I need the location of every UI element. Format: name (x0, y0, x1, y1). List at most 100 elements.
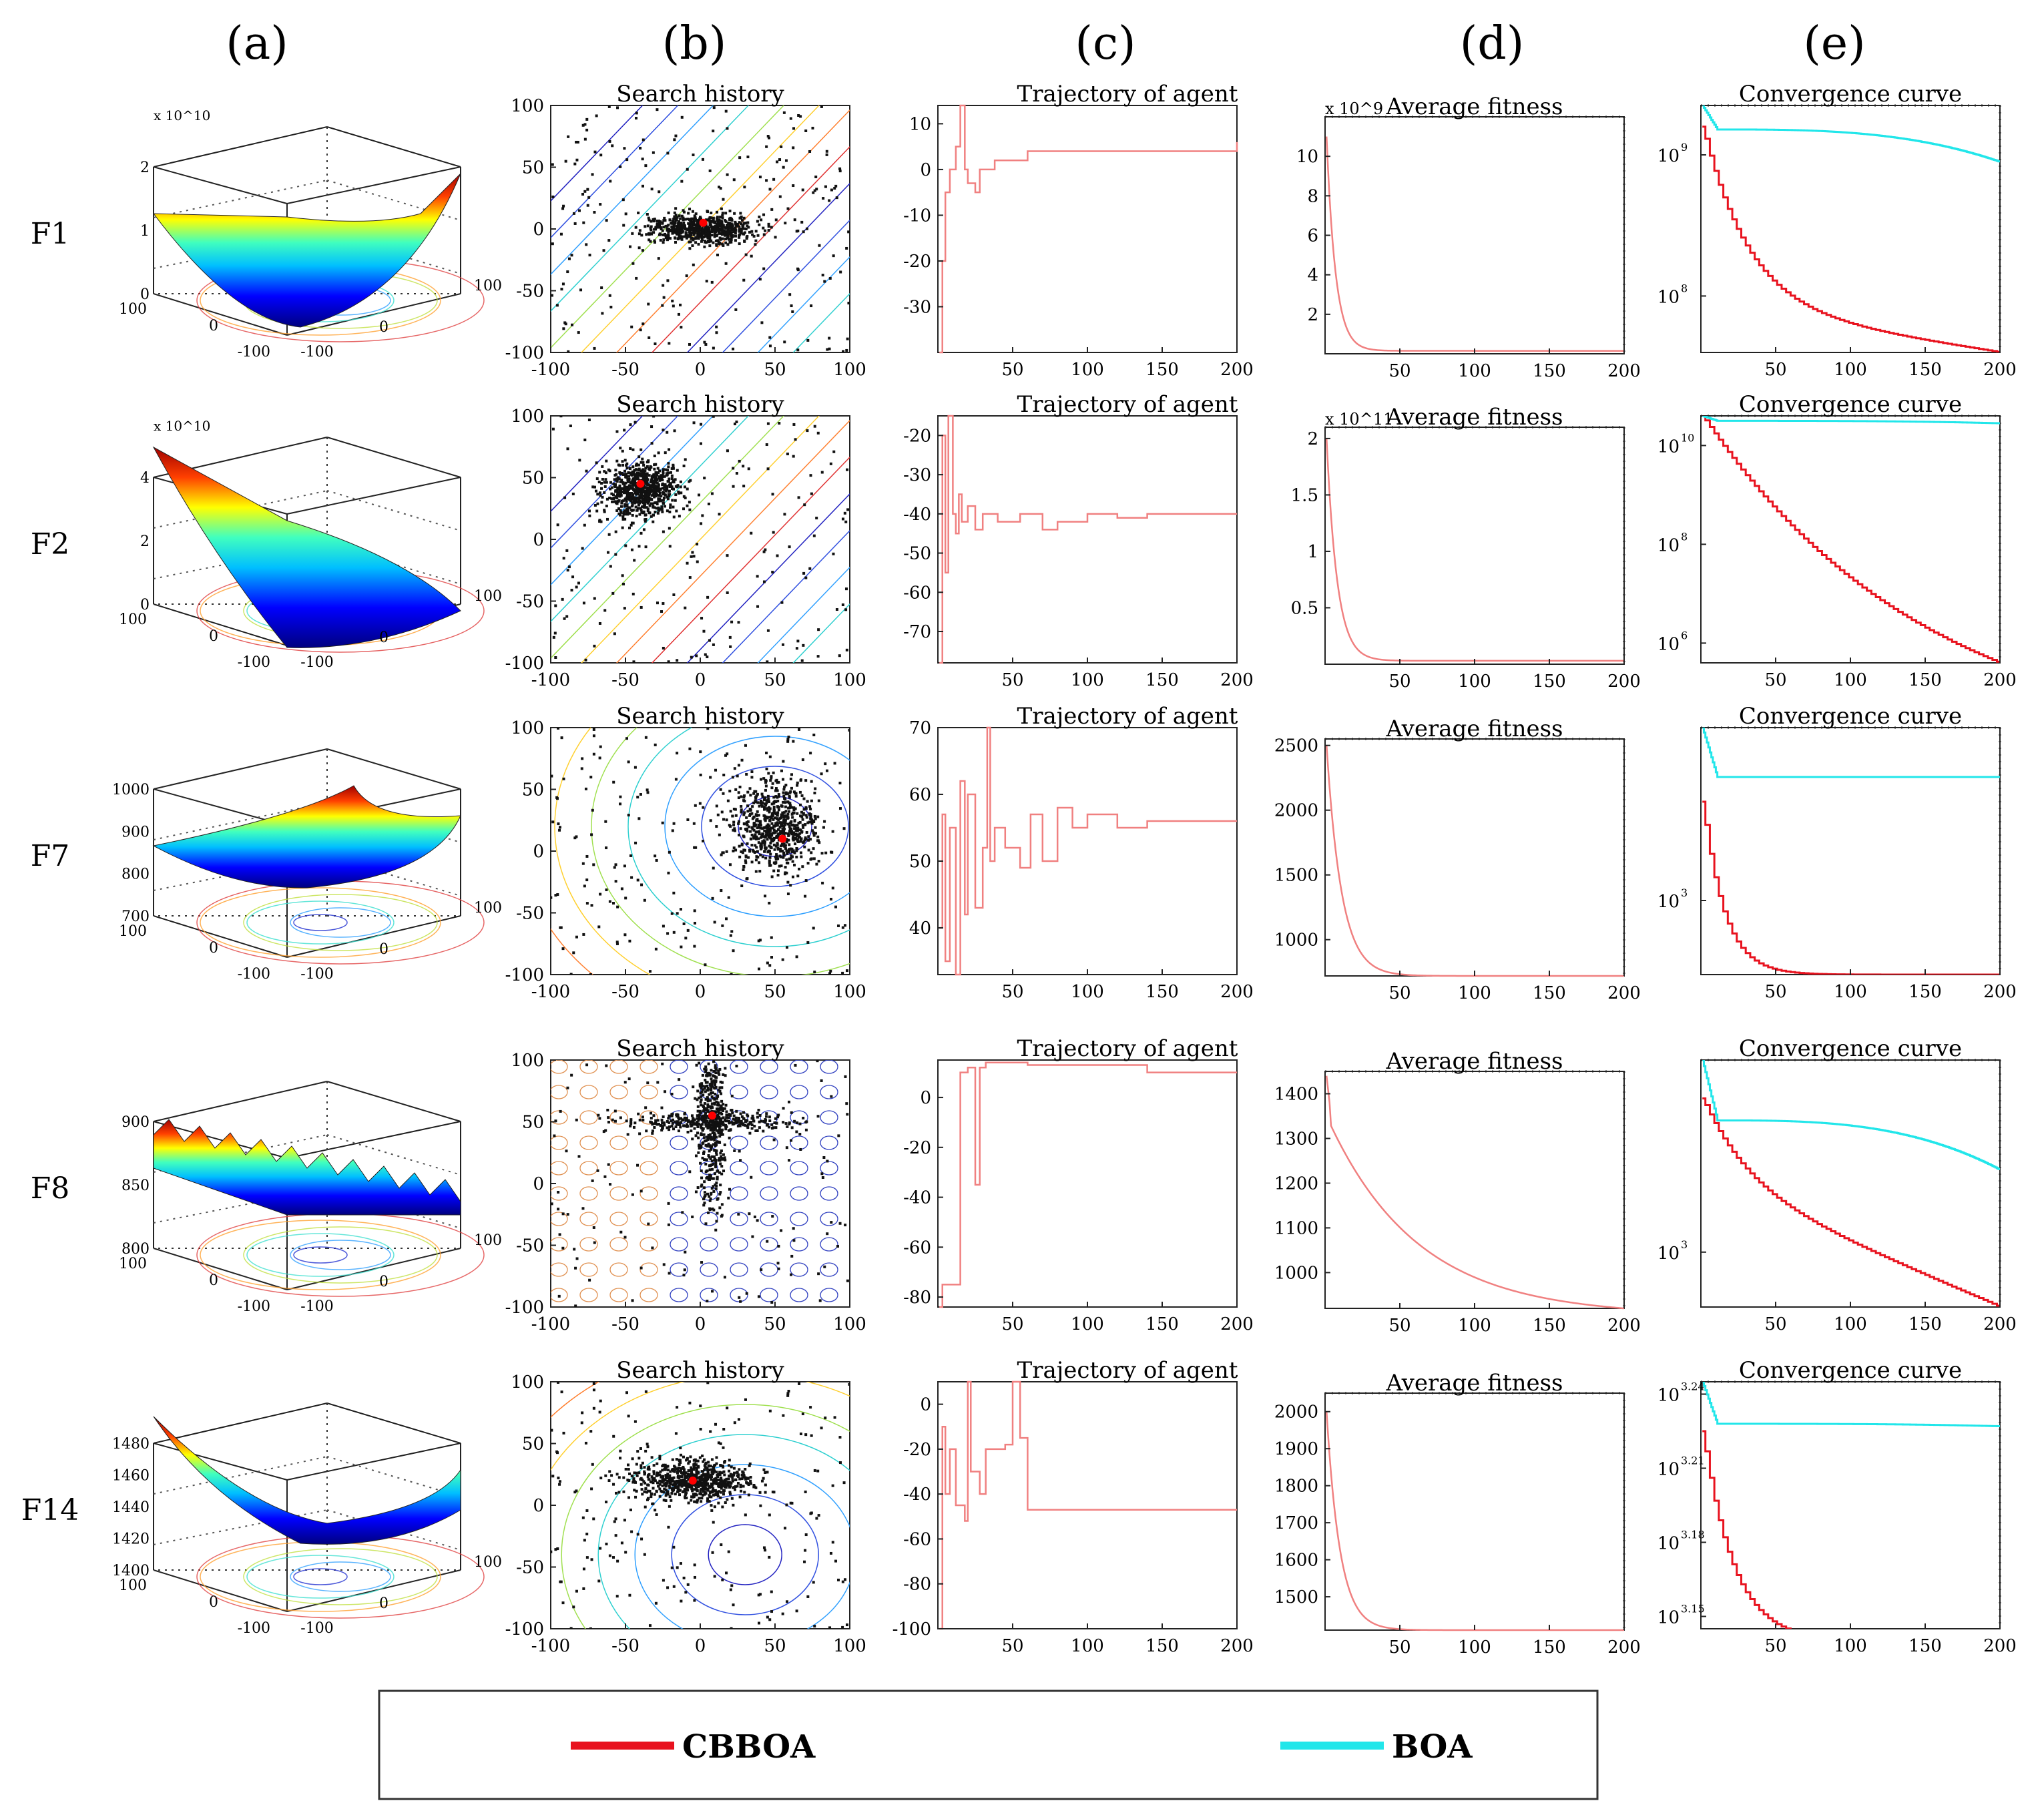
search-history-0-xtick: 100 (833, 360, 866, 380)
average-fitness-0-line (1325, 136, 1624, 352)
average-fitness-1-ytick: 1 (1307, 542, 1318, 562)
search-history-2-xtick: 50 (764, 982, 786, 1002)
average-fitness-3-title: Average fitness (1386, 1048, 1563, 1075)
average-fitness-3-xtick: 200 (1607, 1316, 1641, 1336)
average-fitness-1-frame (1324, 427, 1625, 665)
convergence-0-frame (1700, 105, 2001, 353)
average-fitness-0-ytick: 10 (1296, 147, 1318, 167)
trajectory-1-ytick: -40 (903, 505, 931, 525)
average-fitness-4-xtick: 150 (1533, 1637, 1566, 1657)
convergence-1-ytick-exp: 10 (1681, 431, 1694, 444)
search-history-3-ytick: -50 (516, 1236, 544, 1256)
surface-3: 800 850 900 100 0 -100 -100 0 100 (119, 1081, 502, 1315)
average-fitness-1-line (1325, 438, 1624, 662)
surface-0-ztick: 1 (140, 223, 150, 240)
convergence-1-frame (1700, 415, 2001, 664)
search-history-2-xtick: 100 (833, 982, 866, 1002)
search-history-3-xtick: 0 (695, 1314, 706, 1334)
column-header-b: (b) (662, 17, 727, 70)
surface-3-mesh (153, 1119, 461, 1216)
convergence-0-series-boa (1702, 105, 2000, 163)
convergence-4-series-cbboa (1702, 1430, 1792, 1629)
surface-2-ztick: 900 (121, 824, 150, 840)
surface-2-xtick: -100 (300, 966, 333, 983)
trajectory-2-xtick: 200 (1220, 982, 1254, 1002)
surface-3-xtick: 100 (474, 1232, 502, 1249)
row-label: F2 (31, 527, 70, 561)
convergence-0-title: Convergence curve (1739, 81, 1962, 107)
convergence-0-ytick-exp: 9 (1681, 141, 1688, 154)
trajectory-2-title: Trajectory of agent (1017, 703, 1238, 730)
average-fitness-1-scale: x 10^11 (1325, 410, 1393, 429)
average-fitness-2-line (1325, 745, 1624, 977)
average-fitness-4-xtick: 50 (1388, 1637, 1411, 1657)
search-history-1-ytick: 50 (522, 469, 544, 489)
search-history-2: Search history -100 -50 0 50 100 -100 -50 0 50 100 (505, 703, 866, 1002)
surface-1-ytick: -100 (238, 654, 270, 671)
trajectory-1-ytick: -60 (903, 583, 931, 603)
average-fitness-2-ytick: 1500 (1274, 866, 1318, 886)
surface-1-xtick: -100 (300, 654, 333, 671)
surface-4-ztick: 1420 (112, 1531, 150, 1548)
convergence-1-ytick: 10 (1657, 437, 1680, 457)
row-label: F1 (31, 217, 70, 251)
trajectory-4-line (939, 1380, 1237, 1630)
average-fitness-4-ytick: 2000 (1274, 1402, 1318, 1423)
search-history-1-xtick: 100 (833, 670, 866, 690)
trajectory-4-xtick: 200 (1220, 1636, 1254, 1656)
search-history-3-xtick: 50 (764, 1314, 786, 1334)
search-history-0-best-point (699, 218, 708, 227)
column-header-d: (d) (1460, 17, 1525, 70)
surface-3-ytick: 0 (209, 1272, 218, 1289)
surface-0-ytick: 0 (209, 318, 218, 334)
average-fitness-1-xtick: 50 (1388, 672, 1411, 692)
search-history-0-xtick: -100 (531, 360, 570, 380)
column-header-e: (e) (1803, 17, 1865, 70)
average-fitness-4: Average fitness 50 100 150 200 1500 1600 1700 18… (1274, 1370, 1641, 1657)
convergence-3-xtick: 200 (1983, 1314, 2017, 1334)
legend-label-boa: BOA (1392, 1728, 1473, 1766)
search-history-2-frame (550, 727, 850, 975)
convergence-4-ytick: 10 (1657, 1534, 1680, 1554)
trajectory-1-xtick: 50 (1001, 670, 1023, 690)
trajectory-1-xtick: 200 (1220, 670, 1254, 690)
search-history-1-ytick: -50 (516, 592, 544, 612)
trajectory-1-frame (937, 415, 1238, 664)
average-fitness-2-ytick: 2000 (1274, 801, 1318, 821)
search-history-4-ytick: 0 (533, 1496, 544, 1516)
trajectory-3-ytick: -80 (903, 1288, 931, 1308)
search-history-4-xtick: 0 (695, 1636, 706, 1656)
trajectory-3-frame (937, 1059, 1238, 1308)
search-history-2-title: Search history (616, 703, 784, 730)
search-history-1-xtick: 0 (695, 670, 706, 690)
average-fitness-2-xtick: 150 (1533, 983, 1566, 1003)
average-fitness-0-scale: x 10^9 (1325, 99, 1383, 118)
convergence-2-ytick: 10 (1657, 892, 1680, 912)
surface-3-xtick: 0 (379, 1274, 389, 1290)
convergence-1-ytick-exp: 8 (1681, 530, 1688, 543)
search-history-3-best-point (708, 1111, 716, 1120)
average-fitness-3-ytick: 1300 (1274, 1129, 1318, 1149)
surface-0-xtick: 100 (474, 278, 502, 294)
search-history-4-best-point (688, 1477, 697, 1485)
search-history-3-xtick: -50 (611, 1314, 640, 1334)
search-history-4: Search history -100 -50 0 50 100 -100 -50 0 50 100 (505, 1357, 866, 1656)
search-history-1-title: Search history (616, 391, 784, 418)
surface-0-xtick: 0 (379, 319, 389, 336)
surface-1-ytick: 100 (119, 611, 147, 628)
surface-2-ztick: 1000 (112, 782, 150, 798)
convergence-0-ytick: 10 (1657, 287, 1680, 307)
average-fitness-2-xtick: 100 (1458, 983, 1491, 1003)
convergence-3-title: Convergence curve (1739, 1035, 1962, 1062)
trajectory-3-ytick: -20 (903, 1138, 931, 1158)
convergence-4-xtick: 200 (1983, 1636, 2017, 1656)
surface-1-ztick: 0 (140, 597, 150, 613)
surface-3-ytick: -100 (238, 1298, 270, 1315)
average-fitness-3-ytick: 1100 (1274, 1218, 1318, 1238)
column-header-c: (c) (1075, 17, 1135, 70)
average-fitness-0-title: Average fitness (1386, 93, 1563, 120)
